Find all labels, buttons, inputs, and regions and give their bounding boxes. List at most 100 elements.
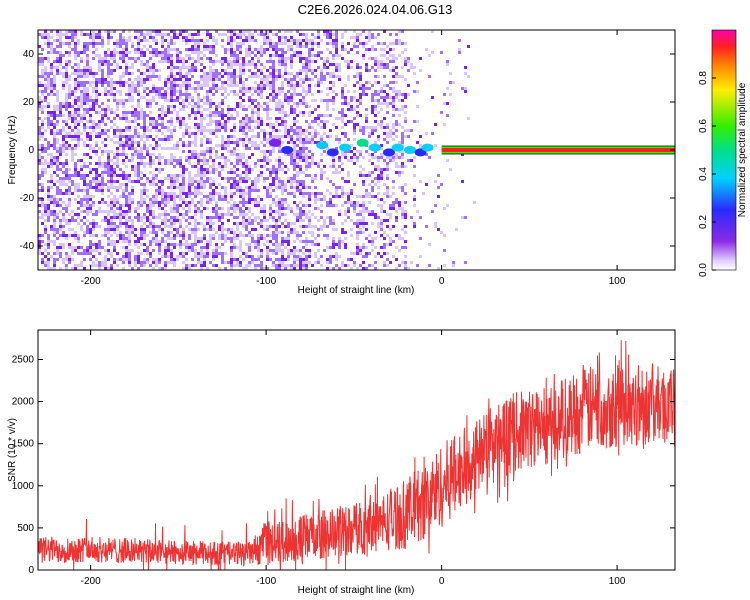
spectrogram-cell — [203, 81, 206, 84]
spectrogram-cell — [92, 249, 95, 252]
spectrogram-cell — [383, 201, 386, 204]
spectrogram-cell — [254, 81, 257, 84]
spectrogram-cell — [50, 162, 53, 165]
spectrogram-cell — [44, 168, 47, 171]
spectrogram-cell — [143, 222, 146, 225]
spectrogram-cell — [302, 144, 305, 147]
spectrogram-cell — [299, 135, 302, 138]
spectrogram-cell — [194, 105, 197, 108]
spectrogram-cell — [221, 69, 224, 72]
spectrogram-cell — [149, 120, 152, 123]
spectrogram-cell — [332, 39, 335, 42]
spectrogram-cell — [86, 198, 89, 201]
spectrogram-cell — [392, 66, 395, 69]
spectrogram-cell — [95, 189, 98, 192]
spectrogram-cell — [89, 240, 92, 243]
spectrogram-cell — [326, 87, 329, 90]
spectrogram-cell — [56, 156, 59, 159]
spectrogram-cell — [122, 144, 125, 147]
spectrogram-cell — [374, 261, 377, 264]
spectrogram-cell — [269, 123, 272, 126]
spectrogram-cell — [104, 210, 107, 213]
spectrogram-cell — [128, 210, 131, 213]
spectrogram-cell — [389, 129, 392, 132]
spectrogram-cell — [230, 261, 233, 264]
spectrogram-cell — [266, 138, 269, 141]
spectrogram-cell — [200, 237, 203, 240]
spectrogram-cell — [74, 267, 77, 270]
spectrogram-cell — [38, 57, 41, 60]
spectrogram-cell — [269, 93, 272, 96]
spectrogram-cell — [377, 156, 380, 159]
spectrogram-cell — [323, 114, 326, 117]
spectrogram-cell — [125, 51, 128, 54]
spectrogram-cell — [251, 237, 254, 240]
spectrogram-cell — [278, 69, 281, 72]
spectrogram-cell — [155, 174, 158, 177]
spectrogram-cell — [188, 186, 191, 189]
spectrogram-cell — [206, 108, 209, 111]
spectrogram-cell — [335, 45, 338, 48]
spectrogram-cell — [212, 216, 215, 219]
spectrogram-cell — [194, 126, 197, 129]
spectrogram-cell — [125, 54, 128, 57]
spectrogram-cell — [125, 99, 128, 102]
spectrogram-cell — [209, 120, 212, 123]
spectrogram-cell — [164, 219, 167, 222]
spectrogram-cell — [236, 45, 239, 48]
spectrogram-cell — [260, 54, 263, 57]
spectrogram-cell — [149, 204, 152, 207]
spectrogram-cell — [38, 117, 41, 120]
spectrogram-cell — [83, 231, 86, 234]
spectrogram-cell — [74, 108, 77, 111]
spectrogram-cell — [44, 57, 47, 60]
spectrogram-cell — [41, 144, 44, 147]
spectrogram-cell — [92, 81, 95, 84]
spectrogram-cell — [254, 177, 257, 180]
spectrogram-cell — [257, 84, 260, 87]
spectrogram-cell — [173, 243, 176, 246]
spectrogram-cell — [194, 87, 197, 90]
spectrogram-cell — [206, 201, 209, 204]
spectrogram-cell — [257, 258, 260, 261]
spectrogram-cell — [395, 216, 398, 219]
spectrogram-cell — [251, 111, 254, 114]
spectrogram-cell — [383, 63, 386, 66]
spectrogram-cell — [146, 39, 149, 42]
spectrogram-cell — [242, 219, 245, 222]
spectrogram-cell — [50, 153, 53, 156]
spectrogram-cell — [179, 243, 182, 246]
spectrogram-cell — [362, 87, 365, 90]
spectrogram-cell — [146, 162, 149, 165]
spectrogram-cell — [113, 240, 116, 243]
spectrogram-cell — [278, 180, 281, 183]
spectrogram-cell — [257, 93, 260, 96]
spectrogram-cell — [209, 165, 212, 168]
spectrogram-cell — [308, 195, 311, 198]
spectrogram-cell — [248, 96, 251, 99]
spectrogram-cell — [83, 75, 86, 78]
spectrogram-cell — [206, 177, 209, 180]
spectrogram-cell — [395, 210, 398, 213]
spectrogram-cell — [242, 258, 245, 261]
spectrogram-cell — [83, 123, 86, 126]
spectrogram-cell — [167, 105, 170, 108]
spectrogram-cell — [347, 51, 350, 54]
spectrogram-cell — [149, 66, 152, 69]
spectrogram-cell — [173, 198, 176, 201]
spectrogram-cell — [251, 108, 254, 111]
spectrogram-cell — [293, 108, 296, 111]
spectrogram-cell — [287, 48, 290, 51]
spectrogram-cell — [266, 96, 269, 99]
spectrogram-cell — [239, 48, 242, 51]
spectrogram-cell — [161, 198, 164, 201]
spectrogram-cell — [296, 162, 299, 165]
spectrogram-cell — [191, 156, 194, 159]
spectrogram-cell — [200, 120, 203, 123]
spectrogram-cell — [281, 90, 284, 93]
spectrogram-cell — [98, 69, 101, 72]
spectrogram-cell — [122, 99, 125, 102]
spectrogram-cell — [158, 114, 161, 117]
spectrogram-cell — [383, 192, 386, 195]
spectrogram-cell — [62, 54, 65, 57]
